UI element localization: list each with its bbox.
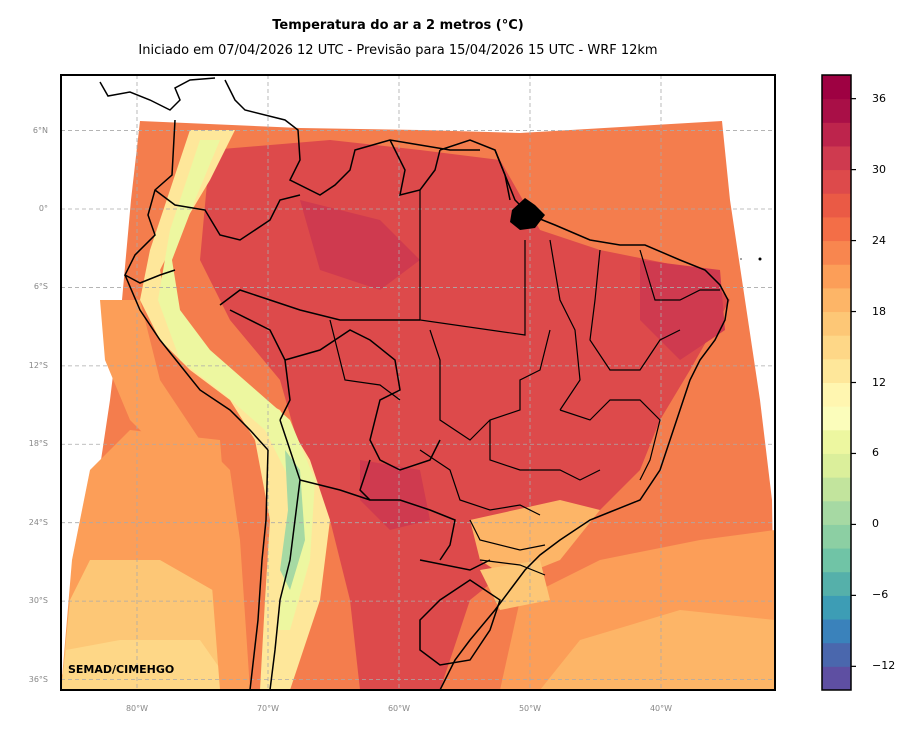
colorbar-bin: [822, 335, 851, 360]
brazil-west-border: [219, 289, 420, 321]
colorbar-tick-label: 24: [872, 233, 886, 247]
colorbar-bin: [822, 429, 851, 454]
state-border: [589, 249, 681, 371]
colorbar-bin: [822, 75, 851, 100]
colombia-border: [124, 119, 176, 284]
colorbar-tick-label: 30: [872, 162, 886, 176]
colorbar-bin: [822, 98, 851, 123]
ecuador-peru-border: [154, 189, 301, 241]
andes-cold-core: [158, 140, 315, 630]
lat-tick-label: 0°: [38, 204, 48, 213]
hot-spot-amazon: [300, 200, 420, 290]
paraguay-border: [359, 459, 456, 561]
state-borders: [329, 190, 720, 576]
colorbar: [822, 75, 856, 691]
map-plot-area: [61, 75, 775, 690]
argentina-north: [299, 479, 491, 571]
peru-coast: [124, 274, 269, 451]
lon-tick-label: 80°W: [125, 704, 149, 713]
colorbar-frame: [821, 74, 852, 691]
colorbar-bin: [822, 524, 851, 549]
state-border: [639, 249, 720, 301]
colorbar-bin: [822, 122, 851, 147]
colorbar-tick-label: 12: [872, 375, 886, 389]
lon-tick-label: 60°W: [387, 704, 411, 713]
south-ocean-band-3: [61, 640, 235, 690]
colorbar-bin: [822, 145, 851, 171]
southeast-highlands: [470, 500, 600, 580]
state-border: [329, 319, 401, 401]
colorbar-bin: [822, 642, 851, 667]
colorbar-bin: [822, 595, 851, 620]
colorbar-bin: [822, 287, 851, 313]
colorbar-bin: [822, 311, 851, 336]
state-border: [469, 519, 546, 576]
country-borders: [99, 77, 729, 690]
colorbar-tick-label: 18: [872, 304, 886, 318]
colorbar-tick-label: 6: [872, 446, 879, 460]
andes-ridge: [140, 130, 330, 690]
marajo-island: [510, 198, 545, 230]
lat-tick-label: 36°S: [28, 674, 48, 684]
gridlines: [61, 75, 775, 690]
lat-tick-label: 18°S: [28, 439, 48, 449]
chart-subtitle: Iniciado em 07/04/2026 12 UTC - Previsão…: [138, 43, 658, 58]
colorbar-bin: [822, 216, 851, 242]
lon-tick-label: 40°W: [649, 704, 673, 713]
colorbar-bin: [822, 406, 851, 431]
colorbar-bin: [822, 548, 851, 573]
colorbar-bin: [822, 453, 851, 478]
colorbar-bin: [822, 477, 851, 502]
hot-spot-chaco: [360, 460, 430, 530]
south-atlantic-band-2: [540, 610, 775, 690]
colorbar-tick-label: −12: [872, 659, 896, 673]
colorbar-bin: [822, 666, 851, 691]
colorbar-bin: [822, 619, 851, 644]
colorbar-tick-label: 0: [872, 517, 879, 531]
venezuela-coast: [224, 79, 480, 196]
lon-tick-label: 70°W: [256, 704, 280, 713]
colorbar-bin: [822, 240, 851, 265]
island-dot: [758, 257, 762, 261]
state-border: [559, 399, 661, 481]
chile-coast: [249, 449, 269, 690]
uruguay: [419, 579, 501, 666]
state-border: [419, 190, 526, 336]
map-frame: [60, 74, 776, 691]
colorbar-bin: [822, 193, 851, 218]
lon-tick-label: 50°W: [518, 704, 542, 713]
lat-tick-label: 30°S: [28, 596, 48, 606]
lat-tick-label: 12°S: [28, 360, 48, 370]
chile-argentina-border: [269, 419, 301, 690]
colorbar-tick-label: −6: [872, 588, 889, 602]
bolivia-border: [229, 309, 441, 471]
state-border: [549, 239, 581, 411]
lat-tick-label: 6°S: [33, 282, 48, 292]
colorbar-bin: [822, 571, 851, 596]
pacific-band: [100, 300, 250, 690]
central-america-coast: [99, 77, 216, 111]
colorbar-bin: [822, 264, 851, 289]
credit-label: SEMAD/CIMEHGO: [68, 663, 175, 676]
colorbar-bin: [822, 382, 851, 407]
chart-title: Temperatura do ar a 2 metros (°C): [272, 18, 524, 33]
colorbar-bin: [822, 500, 851, 525]
state-border: [419, 449, 541, 516]
lat-tick-label: 24°S: [28, 517, 48, 527]
state-border: [489, 420, 601, 481]
colorbar-bin: [822, 169, 851, 194]
brazil-north-coast: [439, 149, 729, 690]
island-dot: [740, 258, 742, 260]
lat-tick-label: 6°N: [32, 125, 48, 135]
colorbar-bin: [822, 358, 851, 383]
colorbar-tick-label: 36: [872, 91, 886, 105]
